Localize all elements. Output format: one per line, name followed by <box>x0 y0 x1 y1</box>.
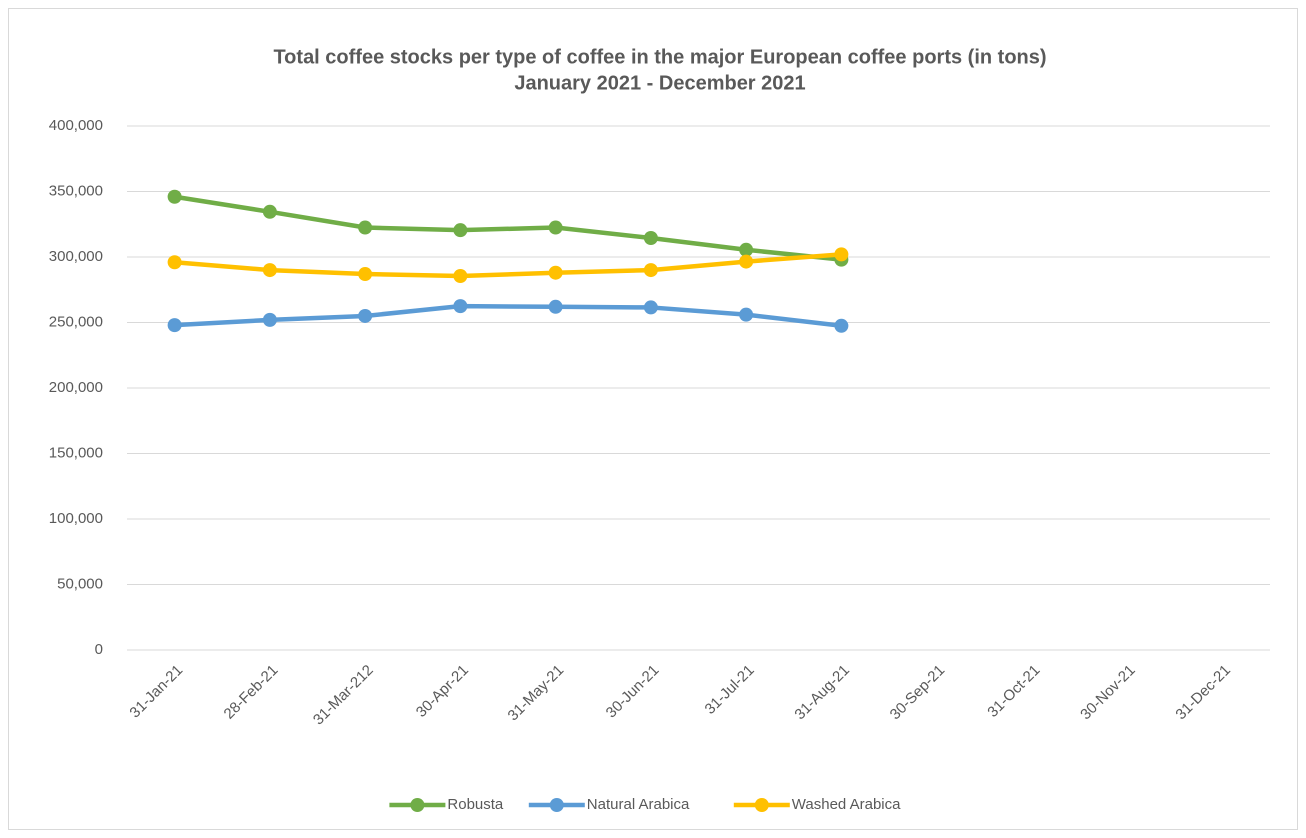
y-tick-label: 150,000 <box>49 444 103 461</box>
chart-title: Total coffee stocks per type of coffee i… <box>273 46 1046 68</box>
point-marker <box>739 307 754 322</box>
point-marker <box>358 308 373 323</box>
point-marker <box>834 247 849 262</box>
point-marker <box>453 268 468 283</box>
point-marker <box>643 300 658 315</box>
legend-label: Washed Arabica <box>792 796 901 813</box>
point-marker <box>834 318 849 333</box>
legend-label: Robusta <box>447 796 504 813</box>
series-line <box>172 194 844 262</box>
point-marker <box>262 204 277 219</box>
y-tick-label: 100,000 <box>49 510 103 527</box>
point-marker <box>453 223 468 238</box>
series-line <box>172 303 844 329</box>
y-tick-label: 200,000 <box>49 379 103 396</box>
point-marker <box>548 265 563 280</box>
point-marker <box>739 242 754 257</box>
point-marker <box>453 299 468 314</box>
point-marker <box>167 189 182 204</box>
y-tick-label: 50,000 <box>57 575 103 592</box>
y-tick-label: 400,000 <box>49 117 103 134</box>
point-marker <box>739 254 754 269</box>
point-marker <box>643 263 658 278</box>
point-marker <box>262 312 277 327</box>
point-marker <box>548 299 563 314</box>
point-marker <box>167 318 182 333</box>
legend-marker <box>754 798 769 812</box>
chart-subtitle: January 2021 - December 2021 <box>514 72 805 94</box>
y-tick-label: 0 <box>95 641 103 658</box>
y-tick-label: 300,000 <box>49 248 103 265</box>
y-tick-label: 350,000 <box>49 182 103 199</box>
point-marker <box>358 220 373 235</box>
y-tick-label: 250,000 <box>49 313 103 330</box>
chart-border <box>8 8 1298 830</box>
point-marker <box>548 220 563 235</box>
point-marker <box>167 255 182 270</box>
legend-marker <box>549 798 564 812</box>
legend-marker <box>410 798 425 812</box>
point-marker <box>262 263 277 278</box>
point-marker <box>643 231 658 246</box>
series-line <box>172 252 844 279</box>
point-marker <box>358 267 373 282</box>
legend-label: Natural Arabica <box>587 796 690 813</box>
